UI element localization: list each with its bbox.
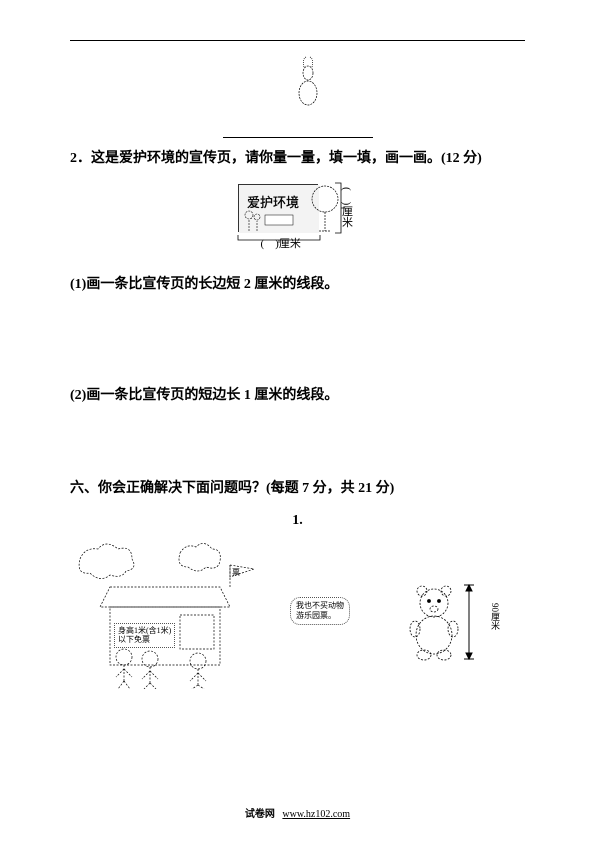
- draw-area-2: [70, 417, 525, 467]
- flyer-title-text: 爱护环境: [247, 195, 299, 210]
- ticket-scene: 身高1米(含1米) 以下免票 票: [70, 539, 270, 689]
- footer-site: 试卷网: [245, 809, 275, 820]
- speech-text: 我也不买动物游乐园票。: [290, 597, 350, 626]
- sign-line1: 身高1米(含1米): [118, 626, 171, 635]
- bear-svg: [400, 579, 490, 669]
- flag-label: 票: [232, 567, 240, 578]
- q2-text: 2．这是爱护环境的宣传页，请你量一量，填一填，画一画。(12 分): [70, 146, 525, 171]
- flyer-rect: 爱护环境: [238, 184, 318, 232]
- fig-rabbit-on-line: [70, 55, 525, 138]
- footer: 试卷网 www.hz102.com: [0, 805, 595, 820]
- bear-height-label: 90厘米: [489, 603, 502, 630]
- rabbit-sketch: [218, 55, 378, 115]
- q6-1-number: 1.: [70, 513, 525, 529]
- section6-title: 六、你会正确解决下面问题吗？(每题 7 分，共 21 分): [70, 477, 525, 497]
- footer-url: www.hz102.com: [282, 809, 350, 820]
- flyer-figure: 爱护环境 ( )厘米: [70, 179, 525, 254]
- flyer-label-bottom: ( )厘米: [261, 235, 301, 251]
- answer-underline: [223, 137, 373, 138]
- q2-sub2: (2)画一条比宣传页的短边长 1 厘米的线段。: [70, 383, 525, 408]
- bear-scene: 我也不买动物游乐园票。: [290, 579, 500, 679]
- height-sign: 身高1米(含1米) 以下免票: [114, 623, 175, 648]
- speech-bubble: 我也不买动物游乐园票。: [290, 597, 350, 626]
- sign-line2: 以下免票: [118, 635, 150, 644]
- flyer-label-right: ( )厘米: [339, 187, 355, 227]
- draw-area-1: [70, 305, 525, 375]
- scene-row: 身高1米(含1米) 以下免票 票 我也不买动物游乐园票。: [70, 539, 525, 689]
- ticket-scene-svg: [70, 539, 270, 689]
- header-rule: [70, 40, 525, 41]
- flyer-svg: 爱护环境: [239, 185, 319, 233]
- q2-sub1: (1)画一条比宣传页的长边短 2 厘米的线段。: [70, 272, 525, 297]
